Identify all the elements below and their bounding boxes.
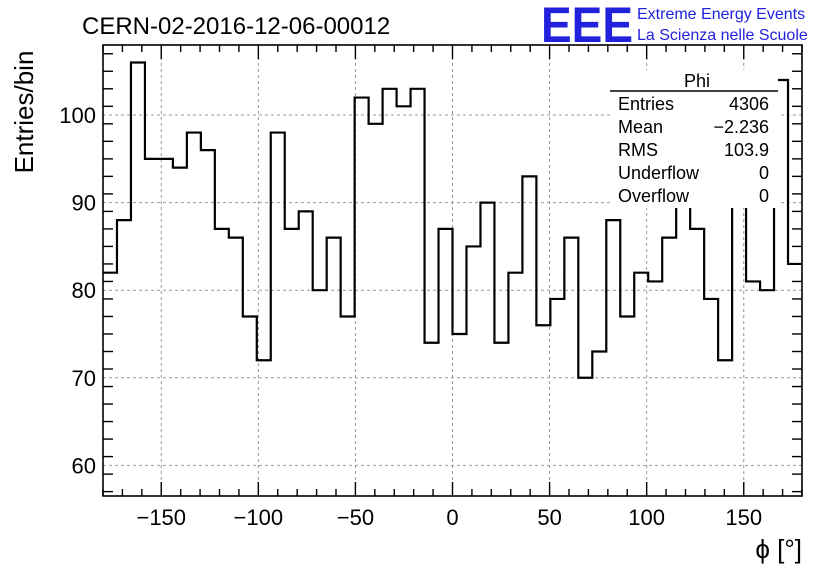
x-tick-label: 100 [628,505,665,530]
x-tick-label: 150 [725,505,762,530]
stats-label-mean: Mean [618,117,663,137]
x-tick-label: −50 [337,505,374,530]
y-axis-title: Entries/bin [9,51,39,174]
chart-title: CERN-02-2016-12-06-00012 [82,13,390,40]
stats-label-rms: RMS [618,140,658,160]
stats-label-entries: Entries [618,94,674,114]
stats-title: Phi [684,71,710,91]
logo-line-2: La Scienza nelle Scuole [637,27,808,44]
x-tick-label: −150 [136,505,186,530]
logo-line-1: Extreme Energy Events [637,6,805,23]
stats-label-overflow: Overflow [618,186,690,206]
y-tick-labels: 60 70 80 90 100 [59,103,96,478]
y-tick-label: 80 [72,278,96,303]
eee-logo: EEE [541,0,633,53]
stats-label-underflow: Underflow [618,163,700,183]
stats-value-entries: 4306 [729,94,769,114]
x-axis-title: ϕ [°] [755,534,802,564]
x-tick-labels: −150 −100 −50 0 50 100 150 [136,505,762,530]
stats-box: Phi Entries 4306 Mean −2.236 RMS 103.9 U… [610,70,778,208]
x-tick-label: −100 [234,505,284,530]
stats-value-underflow: 0 [759,163,769,183]
axis-ticks [102,45,803,496]
y-tick-label: 70 [72,366,96,391]
y-tick-label: 60 [72,453,96,478]
x-tick-label: 0 [446,505,458,530]
y-tick-label: 90 [72,191,96,216]
x-tick-label: 50 [537,505,561,530]
stats-value-mean: −2.236 [713,117,769,137]
stats-value-overflow: 0 [759,186,769,206]
stats-box-background [610,70,778,208]
y-tick-label: 100 [59,103,96,128]
stats-value-rms: 103.9 [724,140,769,160]
